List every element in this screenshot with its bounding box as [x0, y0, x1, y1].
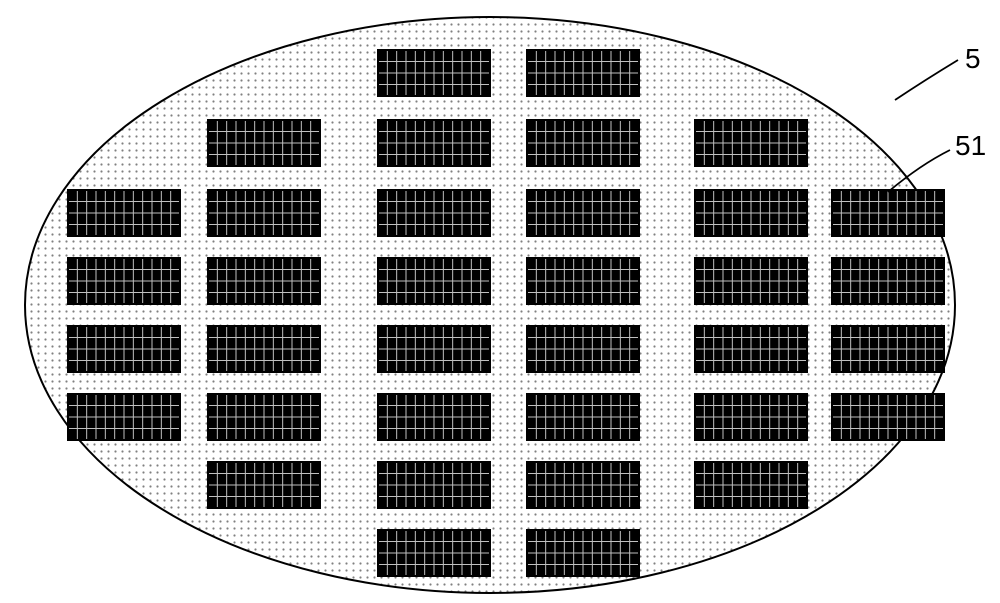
chip-die [527, 190, 639, 236]
chip-die [208, 120, 320, 166]
chip-die [527, 326, 639, 372]
chip-die [208, 326, 320, 372]
chip-die [378, 190, 490, 236]
chip-die [527, 530, 639, 576]
chip-die [378, 326, 490, 372]
chip-die [527, 394, 639, 440]
chip-die [68, 394, 180, 440]
chip-die [527, 462, 639, 508]
chip-die [68, 258, 180, 304]
chip-die [378, 462, 490, 508]
chip-die [832, 190, 944, 236]
chip-die [378, 258, 490, 304]
leader-line [895, 60, 958, 100]
wafer-diagram: 5 51 [0, 0, 1000, 603]
chip-die [527, 258, 639, 304]
chip-die [378, 50, 490, 96]
chip-die [695, 190, 807, 236]
chip-die [695, 326, 807, 372]
chip-die [695, 394, 807, 440]
chip-die [378, 530, 490, 576]
label-wafer: 5 [965, 43, 981, 74]
chip-die [832, 394, 944, 440]
chip-die [378, 120, 490, 166]
chip-die [832, 326, 944, 372]
chip-die [208, 462, 320, 508]
chip-die [695, 120, 807, 166]
chip-die [527, 50, 639, 96]
chip-die [832, 258, 944, 304]
label-chip: 51 [955, 130, 986, 161]
chip-die [695, 462, 807, 508]
chip-die [208, 394, 320, 440]
chip-die [208, 258, 320, 304]
chip-die [208, 190, 320, 236]
chip-die [378, 394, 490, 440]
chip-die [527, 120, 639, 166]
chip-die [68, 190, 180, 236]
chip-die [68, 326, 180, 372]
chip-die [695, 258, 807, 304]
